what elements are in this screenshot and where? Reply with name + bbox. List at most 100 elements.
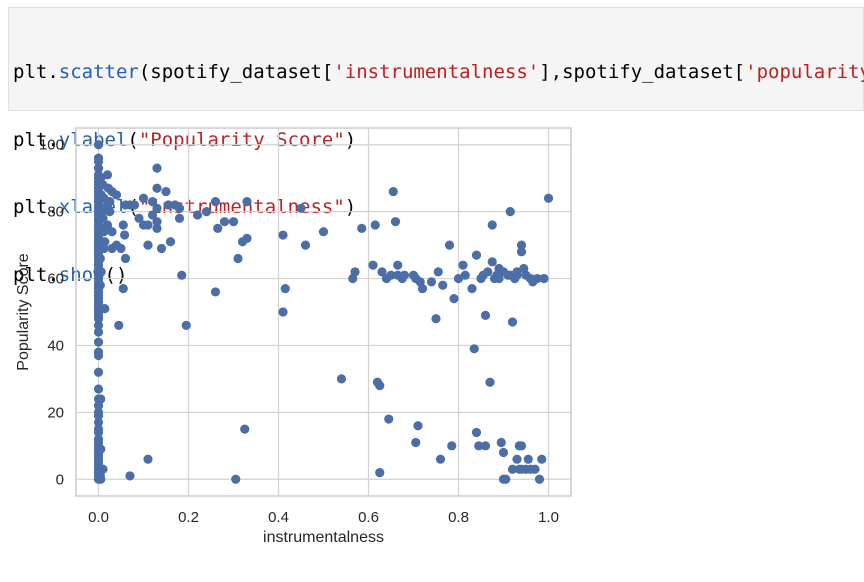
scatter-point xyxy=(181,320,191,330)
scatter-point xyxy=(512,454,522,464)
scatter-point xyxy=(278,230,288,240)
scatter-point xyxy=(384,414,394,424)
scatter-point xyxy=(487,257,497,267)
scatter-point xyxy=(523,454,533,464)
scatter-point xyxy=(177,270,187,280)
grid-layer xyxy=(76,128,571,496)
x-tick-label: 0.0 xyxy=(88,509,109,526)
scatter-point xyxy=(147,197,158,207)
scatter-point xyxy=(93,384,104,394)
scatter-point xyxy=(438,280,448,290)
scatter-point xyxy=(512,270,522,280)
scatter-point xyxy=(505,207,515,217)
x-tick-label: 0.6 xyxy=(358,509,379,526)
scatter-point xyxy=(143,454,153,464)
scatter-point xyxy=(163,200,173,210)
scatter-point xyxy=(93,350,104,361)
scatter-point xyxy=(471,250,482,260)
scatter-point xyxy=(357,223,367,233)
scatter-point xyxy=(300,240,311,250)
scatter-point xyxy=(210,197,221,207)
y-tick-label: 20 xyxy=(47,404,64,421)
code-token: ) xyxy=(344,128,357,151)
scatter-point xyxy=(102,170,113,180)
code-cell[interactable]: plt.scatter(spotify_dataset['instrumenta… xyxy=(8,7,864,286)
scatter-point xyxy=(174,203,185,213)
scatter-point xyxy=(152,203,162,213)
scatter-point xyxy=(125,471,135,481)
scatter-point xyxy=(494,273,504,284)
scatter-point xyxy=(95,280,105,290)
scatter-point xyxy=(93,337,104,347)
code-token: ],spotify_dataset[ xyxy=(539,61,746,83)
scatter-point xyxy=(165,237,176,247)
scatter-point xyxy=(161,186,171,197)
y-tick-label: 60 xyxy=(47,271,64,288)
scatter-point xyxy=(411,437,421,448)
scatter-point xyxy=(138,193,149,203)
scatter-point xyxy=(498,447,509,458)
code-token: () xyxy=(104,263,128,286)
scatter-point xyxy=(129,200,140,210)
scatter-point xyxy=(460,270,470,280)
scatter-point xyxy=(431,314,441,324)
code-token: "instrumentalness" xyxy=(138,196,345,218)
scatter-point xyxy=(116,243,126,254)
scatter-point xyxy=(516,240,527,250)
scatter-point xyxy=(111,190,122,200)
scatter-point xyxy=(152,183,162,193)
code-token: plt. xyxy=(13,263,59,286)
x-axis-label: instrumentalness xyxy=(263,529,384,546)
scatter-point xyxy=(433,267,443,277)
code-token: scatter xyxy=(58,61,139,83)
scatter-point xyxy=(96,444,106,454)
scatter-point xyxy=(370,220,380,230)
code-token: plt. xyxy=(13,196,59,218)
code-token: ( xyxy=(127,128,139,151)
scatter-point xyxy=(152,217,162,227)
code-token: 'instrumentalness' xyxy=(333,61,540,83)
scatter-point xyxy=(534,474,545,484)
code-token: plt. xyxy=(13,61,59,83)
code-line: plt.scatter(spotify_dataset['instrumenta… xyxy=(13,61,864,84)
scatter-point xyxy=(532,273,542,284)
code-line: plt.show() xyxy=(13,264,863,287)
scatter-point xyxy=(152,223,162,233)
scatter-point xyxy=(485,377,495,387)
scatter-point xyxy=(375,381,385,391)
scatter-point xyxy=(233,253,243,264)
scatter-point xyxy=(444,240,455,250)
y-axis-label: Popularity Score xyxy=(15,253,32,370)
scatter-point xyxy=(100,304,110,314)
scatter-point xyxy=(105,197,115,207)
x-tick-label: 0.4 xyxy=(268,509,289,526)
scatter-point xyxy=(413,421,423,431)
scatter-point xyxy=(174,213,185,223)
scatter-point xyxy=(278,307,288,317)
scatter-point xyxy=(156,243,167,254)
scatter-point xyxy=(118,220,128,230)
x-tick-label: 0.2 xyxy=(178,509,199,526)
scatter-point xyxy=(388,186,398,197)
y-tick-label: 80 xyxy=(47,204,64,221)
scatter-point xyxy=(201,207,212,217)
scatter-point xyxy=(480,310,491,320)
scatter-point xyxy=(97,207,107,217)
scatter-point xyxy=(93,140,104,150)
scatter-point xyxy=(377,267,387,277)
scatter-point xyxy=(93,314,104,324)
scatter-point xyxy=(120,230,130,240)
scatter-point xyxy=(107,227,117,237)
scatter-point xyxy=(516,247,527,257)
scatter-point xyxy=(99,243,109,254)
scatter-point xyxy=(93,163,104,173)
scatter-point xyxy=(467,283,477,294)
scatter-point xyxy=(134,213,144,223)
scatter-point xyxy=(449,294,459,304)
scatter-point xyxy=(537,454,547,464)
scatter-point xyxy=(507,317,518,327)
scatter-point xyxy=(501,474,511,484)
scatter-point xyxy=(231,474,241,484)
scatter-point xyxy=(95,253,105,264)
scatter-point xyxy=(93,411,104,421)
